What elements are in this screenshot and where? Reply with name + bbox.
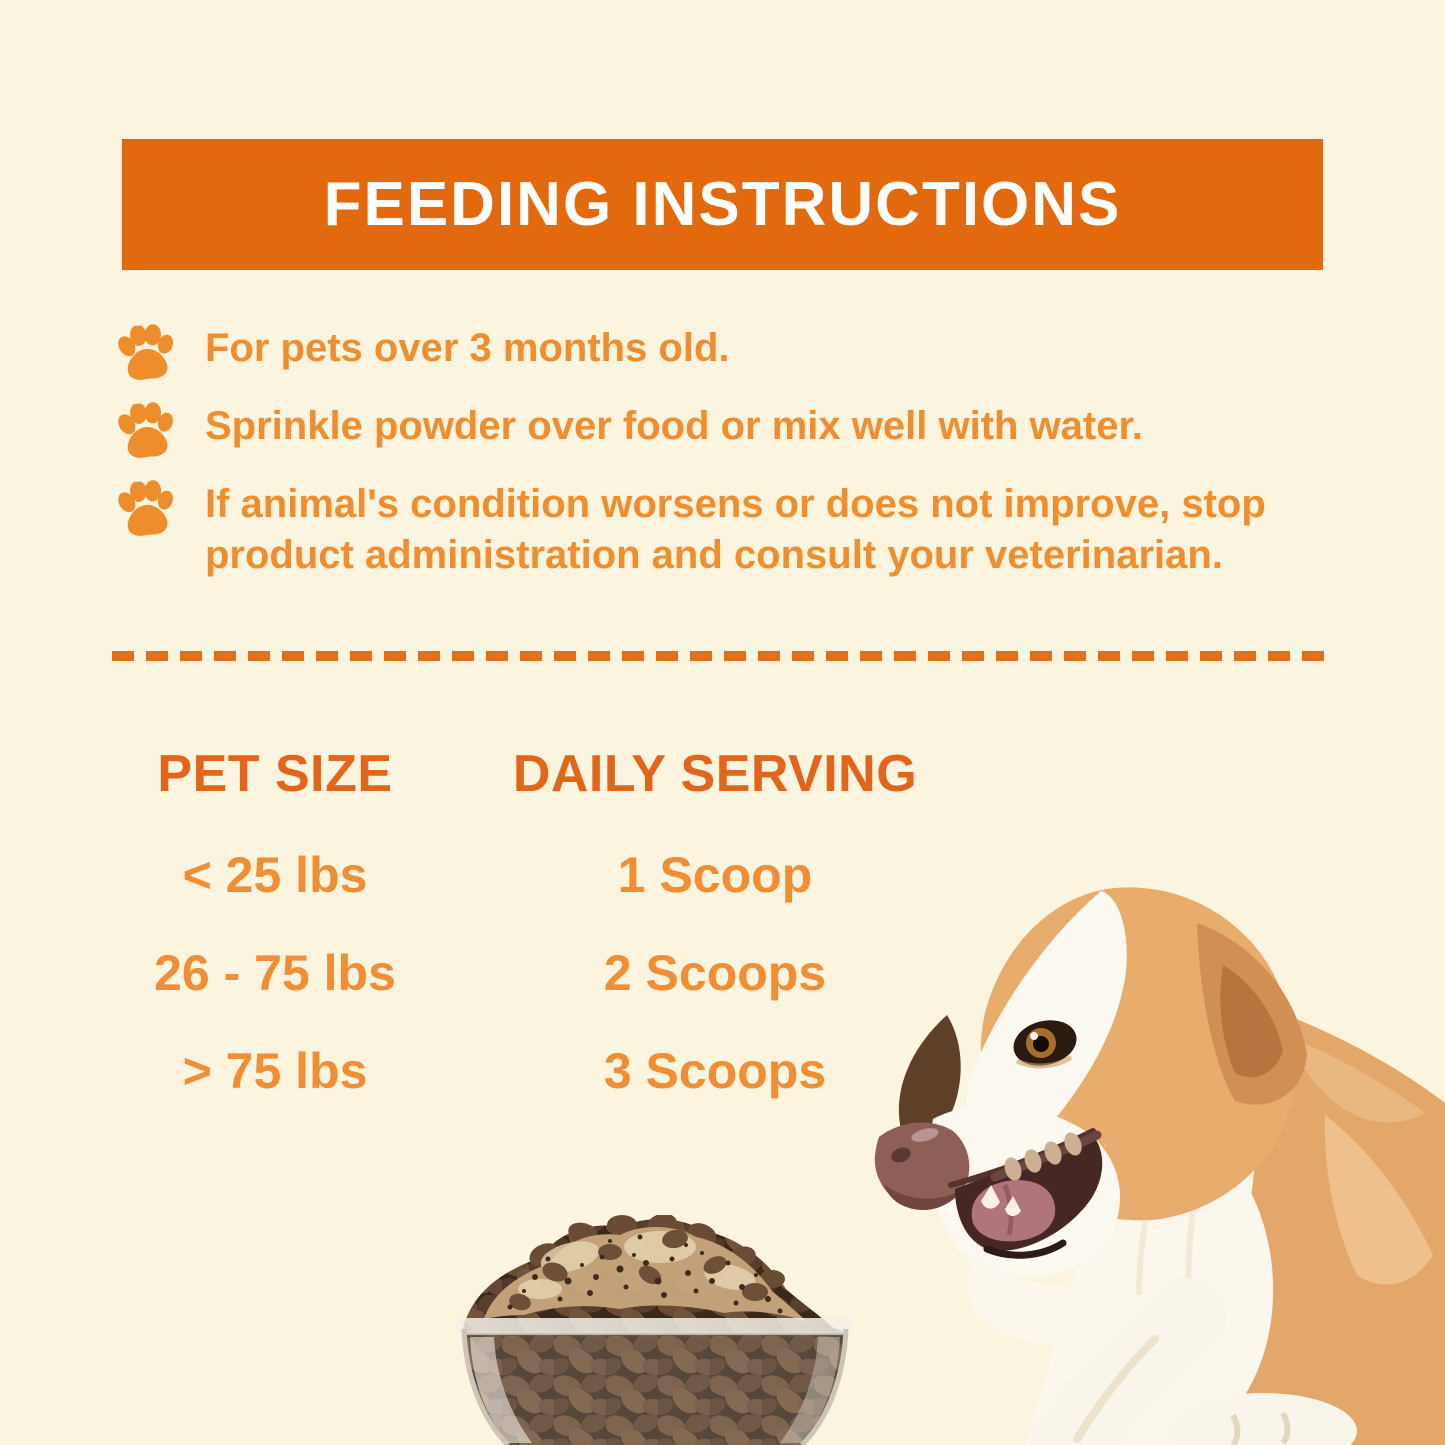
glass-rim: [456, 1318, 852, 1335]
header-banner: FEEDING INSTRUCTIONS: [122, 139, 1323, 270]
glass-right-shine: [780, 1337, 840, 1443]
daily-serving-value: 1 Scoop: [617, 847, 813, 903]
glass-tint: [464, 1331, 848, 1445]
instruction-item: For pets over 3 months old.: [117, 323, 1337, 381]
instruction-item: If animal's condition worsens or does no…: [117, 479, 1337, 581]
table-row: 26 - 75 lbs 2 Scoops: [110, 944, 1010, 1002]
pet-size-value: < 25 lbs: [182, 847, 368, 903]
instruction-text: Sprinkle powder over food or mix well wi…: [205, 404, 1143, 448]
dog-eye: [1013, 1020, 1077, 1069]
paw-icon: [118, 324, 174, 380]
glass-left-shine: [470, 1337, 532, 1443]
dog-chin: [967, 1255, 1118, 1343]
pet-size-value: 26 - 75 lbs: [154, 945, 396, 1001]
daily-serving-value: 3 Scoops: [603, 1043, 827, 1099]
dashed-divider: [112, 651, 1336, 661]
column-header-pet-size: PET SIZE: [157, 745, 393, 803]
dog-lower-teeth: [981, 1185, 1021, 1217]
dog-left-ear: [898, 1015, 961, 1136]
instruction-text: For pets over 3 months old.: [205, 326, 730, 370]
dog-nose: [874, 1122, 970, 1209]
powder-speckles: [507, 1234, 783, 1314]
dog-upper-teeth: [1004, 1132, 1082, 1181]
column-header-daily-serving: DAILY SERVING: [512, 745, 918, 803]
serving-table-header: PET SIZE DAILY SERVING: [110, 744, 1010, 804]
dog-paw: [1169, 1393, 1357, 1445]
dog-photo: [874, 887, 1445, 1445]
paw-icon: [118, 480, 174, 536]
instruction-text: If animal's condition worsens or does no…: [205, 482, 1266, 577]
table-row: > 75 lbs 3 Scoops: [110, 1042, 1010, 1100]
page-title: FEEDING INSTRUCTIONS: [323, 170, 1122, 239]
instruction-item: Sprinkle powder over food or mix well wi…: [117, 401, 1337, 459]
daily-serving-value: 2 Scoops: [603, 945, 827, 1001]
pet-size-value: > 75 lbs: [182, 1043, 368, 1099]
table-row: < 25 lbs 1 Scoop: [110, 846, 1010, 904]
kibble-bowl-photo: [456, 1215, 852, 1445]
paw-icon: [118, 402, 174, 458]
